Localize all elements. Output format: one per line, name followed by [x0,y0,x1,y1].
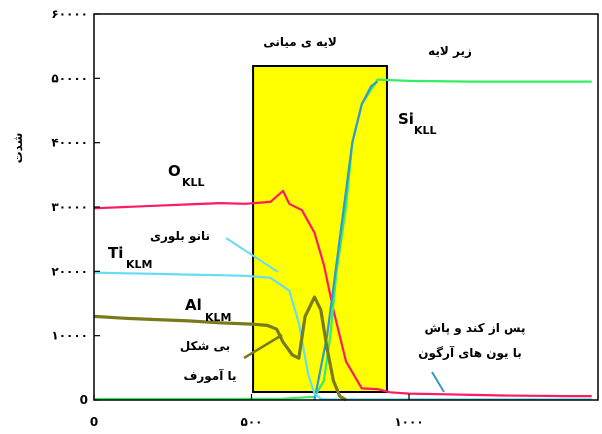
substrate-label: زیر لایه [428,44,472,58]
al-label-main: Al [185,296,202,314]
y-tick-label: ۳۰۰۰۰ [51,200,88,214]
o-kll-label: O KLL [168,162,205,189]
y-tick-label: ۱۰۰۰۰ [51,329,88,343]
series-ti-line [93,271,592,401]
amorphous-label-2: یا آمورف [183,368,236,384]
amorphous-pointer [243,333,283,360]
y-tick-label: 0 [80,393,88,407]
y-tick-label: ۵۰۰۰۰ [51,71,88,85]
nano-crystal-pointer [225,237,279,273]
series-o-line [93,189,592,398]
y-tick-label: ۴۰۰۰۰ [51,136,88,150]
after-clean-label-2: با یون های آرگون [418,345,521,361]
o-label-sub: KLL [182,176,205,189]
ti-klm-label: Ti KLM [108,244,152,271]
o-label-main: O [168,162,181,180]
al-klm-label: Al KLM [185,296,231,324]
x-tick-label: ۱۰۰۰ [394,415,423,429]
x-tick-label: 0 [90,415,98,429]
x-tick-label: ۵۰۰ [241,415,263,429]
ti-label-sub: KLM [126,258,152,271]
amorphous-label-1: بی شکل [180,339,230,353]
middle-layer-label: لایه ی میانی [263,35,337,49]
si-kll-label: Si KLL [398,110,437,137]
after-clean-label-1: پس از کند و پاش [424,321,525,336]
si-label-sub: KLL [414,124,437,137]
ti-label-main: Ti [108,244,123,262]
series-si_fit-line [313,80,379,401]
y-tick-label: ۶۰۰۰۰ [51,7,88,21]
si-label-main: Si [398,110,414,128]
nano-crystal-label: نانو بلوری [150,229,210,244]
al-label-sub: KLM [205,311,231,324]
interlayer-region [252,65,388,393]
after-clean-pointer [431,371,445,393]
y-tick-label: ۲۰۰۰۰ [51,264,88,278]
series-al-line [93,295,347,402]
ticks-layer: 0 ۱۰۰۰۰ ۲۰۰۰۰ ۳۰۰۰۰ ۴۰۰۰۰ ۵۰۰۰۰ ۶۰۰۰۰ 0 ۵۰۰ ۱۰۰۰ [51,7,423,429]
y-axis-label: شدت [11,133,25,164]
